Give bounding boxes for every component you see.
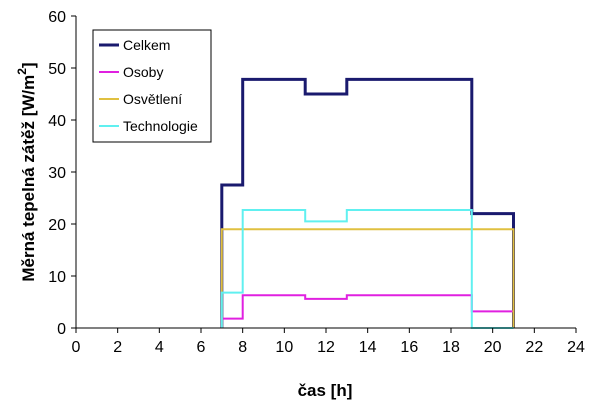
- legend-box: [92, 29, 212, 143]
- x-tick-label: 12: [317, 339, 335, 356]
- x-tick-label: 8: [238, 339, 247, 356]
- series-line-technologie: [220, 209, 514, 329]
- x-tick-label: 4: [155, 339, 164, 356]
- legend: Celkem Osoby Osvětlení Technologie: [92, 29, 212, 143]
- y-axis-title-close: ]: [19, 62, 38, 68]
- legend-label: Technologie: [123, 118, 198, 134]
- legend-label: Osoby: [123, 64, 163, 80]
- y-axis-title-superscript: 2: [15, 68, 29, 75]
- legend-label: Celkem: [123, 37, 170, 53]
- y-axis-title: Měrná tepelná zátěž [W/m2]: [15, 62, 38, 281]
- x-axis-title: čas [h]: [298, 381, 353, 400]
- x-tick-label: 20: [484, 339, 502, 356]
- x-tick-label: 14: [359, 339, 377, 356]
- x-tick-label: 2: [113, 339, 122, 356]
- y-tick-label: 30: [48, 165, 66, 182]
- y-axis-title-main: Měrná tepelná zátěž [W/m: [19, 75, 38, 282]
- y-tick-label: 40: [48, 113, 66, 130]
- x-tick-label: 16: [400, 339, 418, 356]
- legend-label: Osvětlení: [123, 91, 182, 107]
- x-tick-label: 10: [275, 339, 293, 356]
- y-tick-label: 10: [48, 269, 66, 286]
- x-tick-label: 18: [442, 339, 460, 356]
- y-tick-label: 20: [48, 217, 66, 234]
- series-line-osoby: [220, 294, 515, 328]
- y-tick-label: 0: [57, 321, 66, 338]
- y-tick-label: 60: [48, 9, 66, 26]
- series-line-osvětlení: [220, 228, 515, 328]
- series-line-celkem: [220, 77, 515, 328]
- x-tick-label: 24: [567, 339, 585, 356]
- y-tick-label: 50: [48, 61, 66, 78]
- x-tick-label: 6: [197, 339, 206, 356]
- x-tick-label: 22: [525, 339, 543, 356]
- series-layer: [220, 77, 515, 329]
- x-tick-label: 0: [72, 339, 81, 356]
